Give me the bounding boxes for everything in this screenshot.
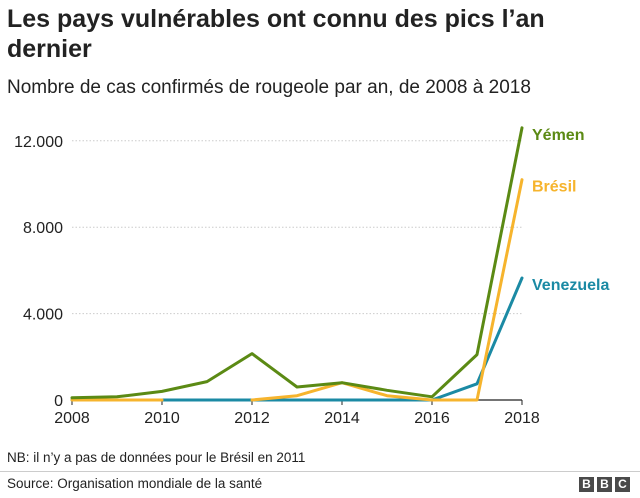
series-labels: Yémen Brésil Venezuela <box>532 127 609 294</box>
series-label-venezuela: Venezuela <box>532 277 609 294</box>
series-lines <box>70 126 524 402</box>
series-label-bresil: Brésil <box>532 179 576 196</box>
x-tick-label: 2008 <box>54 410 90 427</box>
source-divider <box>0 471 640 472</box>
series-line-bresil <box>70 178 524 402</box>
series-line-yemen <box>70 126 524 400</box>
bbc-logo: B B C <box>579 477 630 492</box>
source-text: Source: Organisation mondiale de la sant… <box>7 476 263 491</box>
bbc-logo-letter: C <box>615 477 630 492</box>
y-tick-label: 12.000 <box>14 134 63 151</box>
x-tick-label: 2018 <box>504 410 540 427</box>
series-label-yemen: Yémen <box>532 127 584 144</box>
x-tick-label: 2010 <box>144 410 180 427</box>
chart-title: Les pays vulnérables ont connu des pics … <box>7 5 545 63</box>
y-tick-label: 0 <box>54 393 63 410</box>
chart-subtitle: Nombre de cas confirmés de rougeole par … <box>7 77 531 98</box>
y-tick-label: 4.000 <box>23 307 63 324</box>
series-line-venezuela <box>70 276 524 402</box>
x-tick-label: 2016 <box>414 410 450 427</box>
y-axis-ticks: 0 4.000 8.000 12.000 <box>14 134 63 410</box>
x-tick-label: 2014 <box>324 410 360 427</box>
x-axis-ticks: 2008 2010 2012 2014 2016 2018 <box>54 400 540 427</box>
y-tick-label: 8.000 <box>23 220 63 237</box>
source-bar: Source: Organisation mondiale de la sant… <box>0 471 640 498</box>
bbc-logo-letter: B <box>597 477 612 492</box>
gridlines <box>72 140 522 401</box>
footnote: NB: il n’y a pas de données pour le Brés… <box>7 450 306 465</box>
bbc-logo-letter: B <box>579 477 594 492</box>
x-tick-label: 2012 <box>234 410 270 427</box>
